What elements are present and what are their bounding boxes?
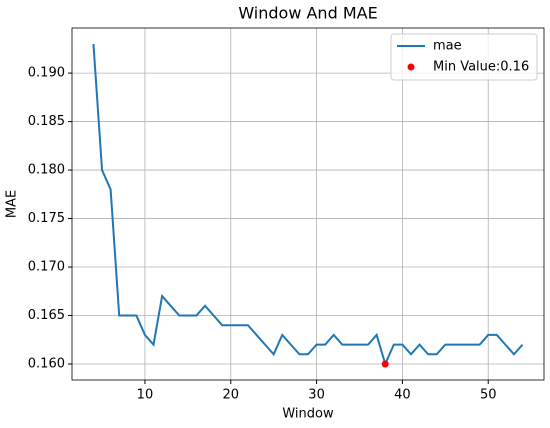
y-tick-label: 0.165 — [28, 308, 65, 323]
x-tick-label: 40 — [394, 388, 411, 403]
y-tick-label: 0.175 — [28, 211, 65, 226]
x-tick-label: 20 — [222, 388, 239, 403]
y-tick-label: 0.185 — [28, 114, 65, 129]
y-tick-label: 0.180 — [28, 163, 65, 178]
plot-frame — [71, 27, 545, 381]
legend-marker — [407, 63, 415, 71]
x-axis-label: Window — [282, 407, 334, 422]
x-tick-label: 50 — [480, 388, 497, 403]
x-tick-label: 30 — [308, 388, 325, 403]
y-tick-label: 0.160 — [28, 357, 65, 372]
x-tick-label: 10 — [137, 388, 154, 403]
y-tick-label: 0.190 — [28, 66, 65, 81]
legend-label: mae — [433, 39, 462, 54]
line — [92, 43, 524, 367]
chart-title: Window And MAE — [238, 4, 377, 23]
y-tick-label: 0.170 — [28, 260, 65, 275]
y-axis-label: MAE — [5, 190, 20, 218]
min-point — [381, 360, 389, 368]
legend-box — [390, 33, 538, 81]
legend-label: Min Value:0.16 — [433, 60, 529, 75]
